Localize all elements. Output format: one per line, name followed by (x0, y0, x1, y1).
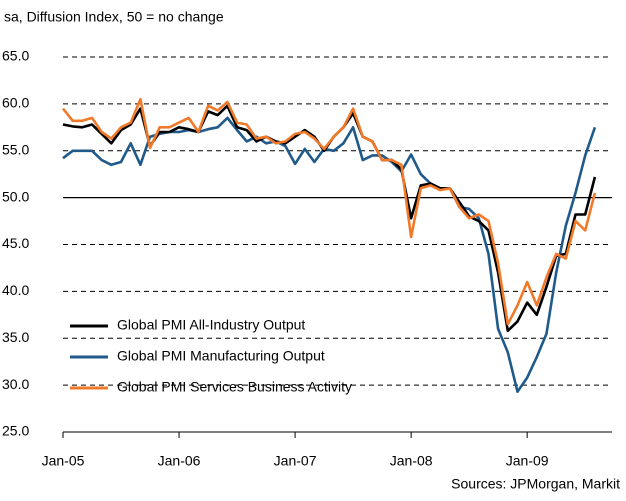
y-tick-label: 65.0 (2, 48, 29, 64)
y-tick-label: 40.0 (2, 282, 29, 298)
x-tick-label: Jan-09 (506, 453, 549, 469)
y-tick-label: 25.0 (2, 423, 29, 439)
y-tick-label: 60.0 (2, 95, 29, 111)
legend-label: Global PMI Services Business Activity (117, 379, 352, 395)
legend-label: Global PMI All-Industry Output (117, 317, 305, 333)
x-tick-label: Jan-05 (42, 453, 85, 469)
y-tick-label: 30.0 (2, 376, 29, 392)
series-line (62, 116, 597, 393)
chart-subtitle: sa, Diffusion Index, 50 = no change (4, 9, 224, 25)
x-tick-label: Jan-07 (274, 453, 317, 469)
y-tick-label: 50.0 (2, 188, 29, 204)
y-tick-label: 55.0 (2, 141, 29, 157)
x-tick-label: Jan-08 (390, 453, 433, 469)
x-tick-label: Jan-06 (158, 453, 201, 469)
source-note: Sources: JPMorgan, Markit (451, 476, 620, 492)
y-tick-label: 45.0 (2, 235, 29, 251)
y-tick-label: 35.0 (2, 329, 29, 345)
series-line (61, 97, 597, 326)
series-line (62, 104, 597, 333)
legend-label: Global PMI Manufacturing Output (117, 348, 325, 364)
